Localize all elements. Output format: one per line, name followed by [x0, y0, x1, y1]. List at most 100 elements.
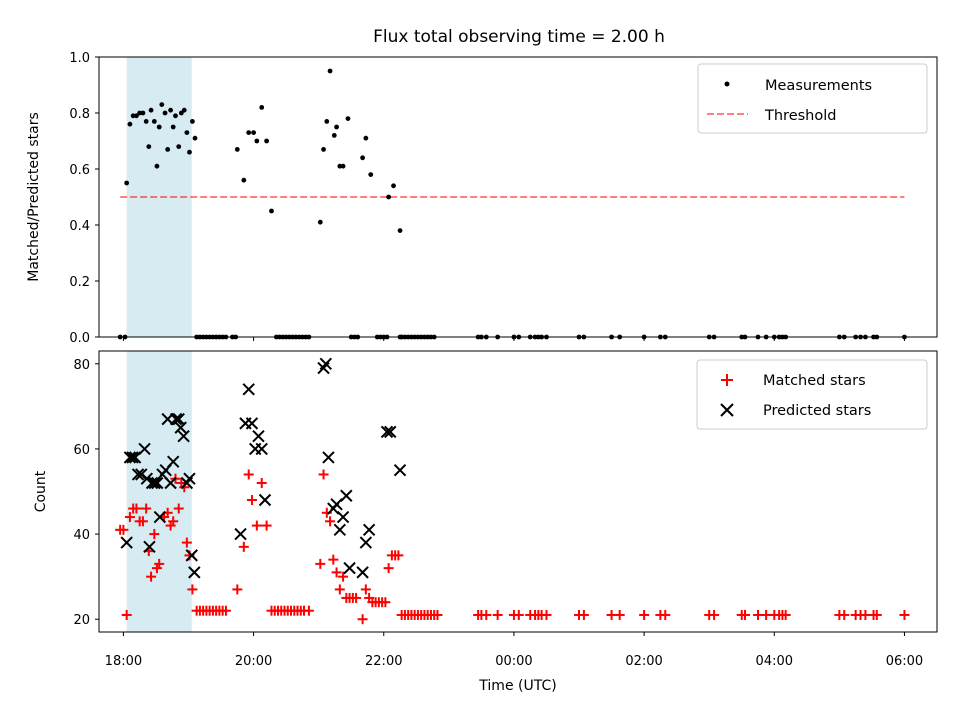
measurement-point — [397, 228, 403, 234]
matched-star-point — [246, 495, 257, 506]
legend-measurements-marker — [724, 81, 730, 87]
matched-star-point — [168, 516, 179, 527]
predicted-star-point — [126, 451, 139, 464]
predicted-star-point — [393, 464, 407, 477]
predicted-star-point — [252, 429, 265, 443]
predicted-star-point — [362, 523, 376, 537]
legend-predicted-marker — [720, 403, 734, 417]
predicted-star-point — [177, 429, 190, 443]
ratio-y-tick-label: 1.0 — [69, 51, 90, 66]
matched-star-point — [739, 609, 750, 620]
matched-star-point — [432, 609, 443, 620]
measurement-point — [360, 155, 366, 161]
predicted-star-point — [258, 493, 272, 507]
measurement-point — [340, 163, 346, 169]
measurement-point — [176, 144, 182, 150]
matched-star-point — [146, 571, 157, 582]
predicted-star-point — [174, 421, 187, 434]
predicted-star-point — [356, 566, 369, 579]
predicted-star-point — [343, 561, 356, 575]
matched-star-point — [261, 520, 272, 531]
matched-star-point — [639, 609, 650, 620]
matched-star-point — [541, 609, 552, 620]
measurement-point — [331, 133, 337, 138]
matched-star-point — [154, 558, 165, 569]
ratio-y-axis-label: Matched/Predicted stars — [26, 112, 42, 282]
predicted-star-point — [242, 383, 255, 396]
matched-star-point — [331, 567, 342, 578]
x-tick-label: 00:00 — [495, 654, 532, 669]
predicted-star-point — [166, 455, 180, 468]
measurement-point — [173, 113, 178, 119]
matched-star-point — [124, 512, 135, 523]
measurement-point — [184, 130, 190, 136]
x-tick-label: 20:00 — [235, 654, 272, 669]
measurement-point — [259, 105, 265, 110]
measurement-point — [190, 119, 195, 124]
matched-star-point — [243, 469, 254, 480]
matched-star-point — [251, 520, 262, 531]
ratio-y-tick-label: 0.8 — [69, 107, 90, 122]
measurement-point — [124, 180, 130, 186]
x-tick-label: 18:00 — [105, 654, 142, 669]
measurement-point — [269, 208, 274, 214]
measurement-point — [154, 163, 160, 169]
measurement-point — [151, 119, 157, 124]
measurement-point — [251, 130, 256, 136]
measurement-point — [140, 110, 146, 116]
counts-y-tick-label: 60 — [73, 443, 90, 458]
measurement-point — [127, 121, 133, 127]
measurement-point — [187, 149, 192, 155]
matched-star-point — [660, 609, 671, 620]
measurement-point — [134, 113, 139, 119]
matched-star-point — [141, 503, 152, 514]
ratio-y-tick-label: 0.0 — [69, 331, 90, 346]
matched-star-point — [220, 605, 231, 616]
predicted-star-point — [143, 540, 156, 554]
matched-star-point — [380, 597, 391, 608]
matched-star-point — [481, 609, 492, 620]
matched-star-point — [315, 558, 326, 569]
predicted-star-point — [336, 510, 350, 524]
measurement-point — [192, 135, 198, 141]
matched-star-point — [578, 609, 589, 620]
predicted-star-point — [123, 451, 137, 464]
predicted-star-point — [138, 442, 151, 456]
observing-window-bottom — [126, 351, 192, 632]
counts-y-tick-label: 20 — [73, 613, 90, 628]
matched-star-point — [238, 541, 249, 552]
measurement-point — [165, 147, 171, 152]
matched-star-point — [187, 584, 198, 595]
predicted-star-point — [322, 451, 335, 464]
matched-star-point — [328, 554, 339, 565]
counts-panel: 20 40 60 80 18:00 20:00 22:00 00:00 02:00 04:00 0… — [33, 350, 938, 694]
matched-star-point — [780, 609, 791, 620]
matched-star-point — [118, 524, 129, 535]
predicted-star-point — [153, 510, 167, 524]
predicted-star-point — [380, 425, 394, 439]
measurement-point — [241, 177, 247, 183]
measurement-point — [254, 138, 260, 144]
ratio-axes-frame — [98, 56, 938, 338]
counts-y-tick-label: 40 — [73, 528, 90, 543]
matched-star-point — [614, 609, 625, 620]
predicted-star-point — [255, 442, 268, 456]
matched-star-point — [393, 550, 404, 561]
matched-star-point — [709, 609, 720, 620]
predicted-star-point — [164, 476, 177, 490]
matched-star-point — [325, 516, 336, 527]
predicted-star-point — [151, 476, 164, 490]
matched-star-point — [492, 609, 503, 620]
predicted-star-point — [145, 476, 159, 490]
ratio-y-tick-label: 0.4 — [69, 219, 90, 234]
measurement-point — [321, 147, 326, 152]
matched-star-point — [149, 529, 160, 540]
measurement-point — [386, 194, 392, 200]
measurement-point — [264, 138, 269, 144]
measurement-point — [391, 183, 396, 189]
matched-star-point — [318, 469, 329, 480]
legend-threshold-label: Threshold — [764, 108, 836, 124]
predicted-star-point — [183, 472, 196, 485]
predicted-star-point — [234, 527, 247, 541]
